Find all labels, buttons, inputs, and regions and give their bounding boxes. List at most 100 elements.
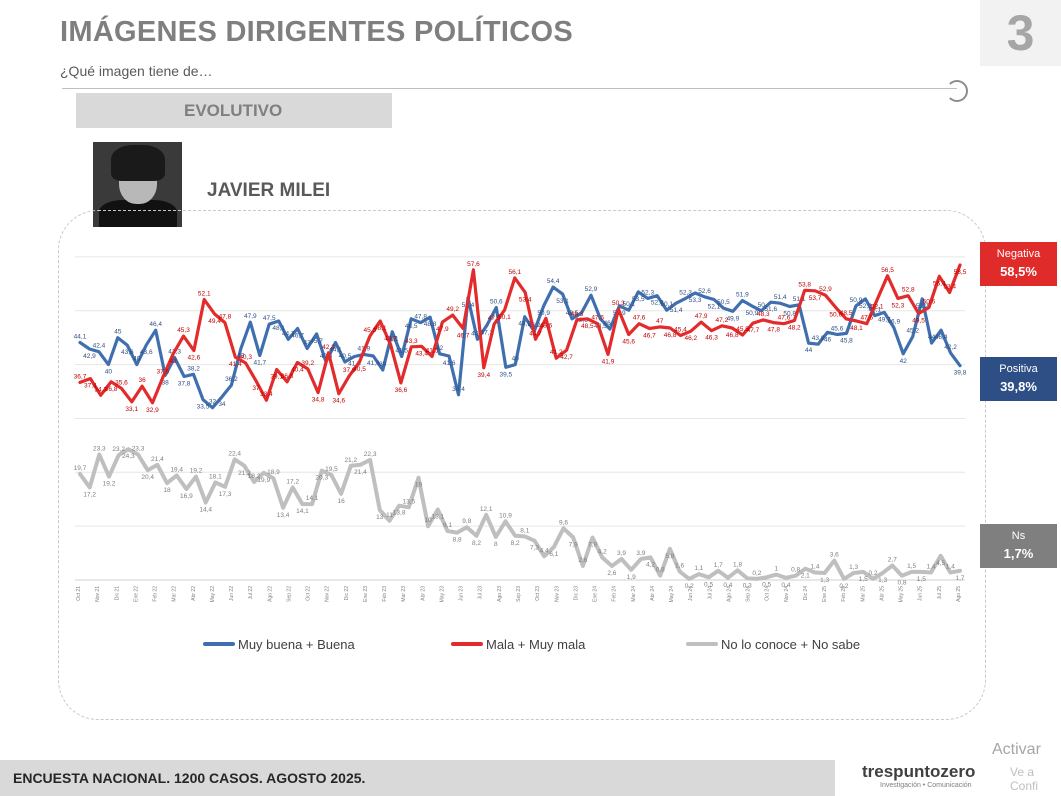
data-label: 1,4 xyxy=(926,563,935,570)
data-label: 37,6 xyxy=(156,369,169,376)
data-label: 19,5 xyxy=(325,466,338,473)
data-label: 21,2 xyxy=(238,470,251,477)
x-tick-label: Jun 23 xyxy=(459,586,465,601)
data-label: 19,4 xyxy=(170,467,183,474)
data-label: 46,7 xyxy=(457,333,470,340)
data-label: 17,2 xyxy=(286,478,299,485)
data-label: 1,3 xyxy=(878,577,887,584)
x-tick-label: Jul 24 xyxy=(707,586,713,600)
data-label: 41,6 xyxy=(367,360,380,367)
data-label: 50,8 xyxy=(783,310,796,317)
data-label: 48,8 xyxy=(424,321,437,328)
data-label: 39,8 xyxy=(954,370,967,377)
data-label: 22,3 xyxy=(364,451,377,458)
data-label: 46,4 xyxy=(935,334,948,341)
data-label: 48,3 xyxy=(757,311,770,318)
data-label: 41,4 xyxy=(229,361,242,368)
data-label: 32,9 xyxy=(146,407,159,414)
data-label: 4,4 xyxy=(540,547,549,554)
data-label: 4,2 xyxy=(646,561,655,568)
data-label: 13,8 xyxy=(393,510,406,517)
data-label: 43,6 xyxy=(121,349,134,356)
data-label: 21,4 xyxy=(151,456,164,463)
data-label: 44,1 xyxy=(74,334,87,341)
data-label: 22,4 xyxy=(228,450,241,457)
data-label: 35,6 xyxy=(115,379,128,386)
data-label: 51,6 xyxy=(764,306,777,313)
data-label: 42,4 xyxy=(93,343,106,350)
data-label: 37 xyxy=(252,385,260,392)
data-label: 46,2 xyxy=(684,335,697,342)
data-label: 48,5 xyxy=(840,310,853,317)
x-tick-label: Mar 24 xyxy=(631,586,637,602)
data-label: 53,3 xyxy=(689,297,702,304)
data-label: 54,4 xyxy=(547,278,560,285)
data-label: 0,8 xyxy=(791,567,800,574)
x-tick-label: Ene 25 xyxy=(822,586,828,602)
data-label: 45,5 xyxy=(736,326,749,333)
data-label: 14,4 xyxy=(199,506,212,513)
data-label: 36,6 xyxy=(395,387,408,394)
data-label: 21,2 xyxy=(344,457,357,464)
data-label: 45,3 xyxy=(364,327,377,334)
data-label: 52,9 xyxy=(585,286,598,293)
footer-brand-tagline: Investigación • Comunicación xyxy=(880,782,972,789)
data-label: 44,1 xyxy=(329,347,342,354)
data-label: 47,6 xyxy=(591,315,604,322)
data-label: 52,2 xyxy=(859,303,872,310)
data-label: 37,4 xyxy=(84,383,97,390)
positiva-badge-label: Positiva xyxy=(999,363,1038,375)
data-label: 1,4 xyxy=(946,563,955,570)
evolutivo-tab: EVOLUTIVO xyxy=(76,93,392,128)
x-tick-label: Sep 23 xyxy=(516,586,522,602)
data-label: 48,5 xyxy=(581,323,594,330)
activation-watermark-sub: Ve a Confi xyxy=(1010,765,1039,793)
data-label: 14,1 xyxy=(306,495,319,502)
data-label: 45,8 xyxy=(840,337,853,344)
ns-badge-label: Ns xyxy=(1011,530,1026,542)
data-label: 18 xyxy=(163,487,171,494)
photo-hair xyxy=(111,145,165,181)
x-tick-label: Mar 22 xyxy=(172,586,178,602)
data-label: 51,4 xyxy=(774,294,787,301)
data-label: 1 xyxy=(774,566,778,573)
x-tick-label: Abr 22 xyxy=(191,586,197,601)
data-label: 47,9 xyxy=(244,313,257,320)
data-label: 50,9 xyxy=(537,310,550,317)
data-label: 43 xyxy=(303,339,311,346)
data-label: 38 xyxy=(162,379,170,386)
data-label: 58,5 xyxy=(954,269,967,276)
x-tick-label: Abr 25 xyxy=(879,586,885,601)
data-label: 43,8 xyxy=(812,335,825,342)
data-label: 0,2 xyxy=(685,583,694,590)
data-label: 45,7 xyxy=(310,338,323,345)
x-tick-label: Feb 23 xyxy=(382,586,388,602)
data-label: 53,4 xyxy=(943,283,956,290)
data-label: 53,7 xyxy=(809,295,822,302)
data-label: 48,5 xyxy=(594,323,607,330)
x-tick-label: May 22 xyxy=(210,586,216,603)
data-label: 13,4 xyxy=(277,512,290,519)
data-label: 50 xyxy=(758,302,766,309)
legend-label-2: Mala + Muy mala xyxy=(486,637,586,652)
data-label: 46,7 xyxy=(291,333,304,340)
data-label: 10 xyxy=(425,517,433,524)
data-label: 47,8 xyxy=(414,314,427,321)
data-label: 42 xyxy=(436,345,444,352)
data-label: 48,5 xyxy=(566,310,579,317)
data-label: 19,2 xyxy=(190,468,203,475)
data-label: 37,8 xyxy=(178,380,191,387)
data-label: 50,6 xyxy=(923,299,936,306)
x-tick-label: Mar 23 xyxy=(401,586,407,602)
data-label: 48,6 xyxy=(540,322,553,329)
data-label: 50,6 xyxy=(829,312,842,319)
data-label: 46,6 xyxy=(604,320,617,327)
negativa-badge-label: Negativa xyxy=(996,248,1041,260)
data-label: 51,1 xyxy=(793,296,806,303)
footer-brand: trespuntozero xyxy=(862,762,976,781)
data-label: 40,5 xyxy=(339,353,352,360)
data-label: 45 xyxy=(114,329,122,336)
data-label: 39,1 xyxy=(270,373,283,380)
data-label: 47,8 xyxy=(767,327,780,334)
x-tick-label: Jul 23 xyxy=(478,586,484,600)
